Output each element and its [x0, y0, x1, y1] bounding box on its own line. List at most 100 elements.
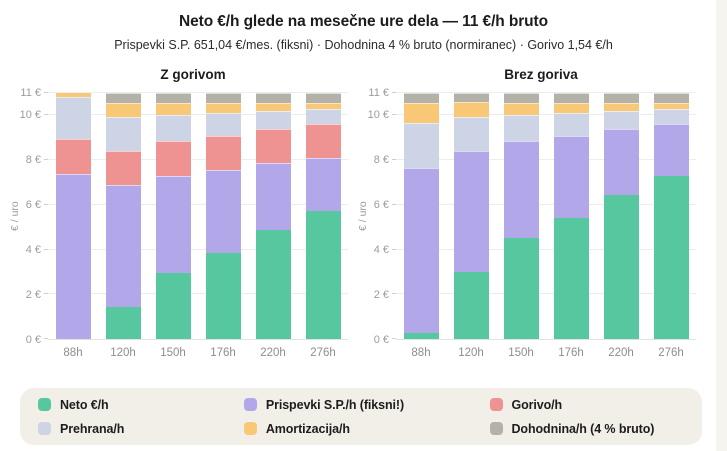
- gridline: [396, 159, 696, 161]
- legend-item-prispevki: Prispevki S.P./h (fiksni!): [243, 397, 490, 412]
- charts-row: Z gorivom € / uro 0 € 2 € 4 € 6 € 8 € 10 € 11 € 8…: [0, 67, 716, 359]
- bar-segment-amortizacija: [155, 102, 191, 115]
- bar-slot-220h: [596, 93, 646, 339]
- chart-title: Z gorivom: [160, 67, 226, 82]
- bar-segment-neto: [255, 229, 291, 339]
- bar-slot-220h: [248, 93, 298, 339]
- bar-segment-amortizacija: [55, 93, 91, 98]
- y-tick-label: 0 €: [25, 334, 41, 346]
- legend-item-prehrana: Prehrana/h: [38, 422, 244, 436]
- y-tick-mark: [392, 293, 396, 295]
- bar-slot-120h: [446, 93, 496, 339]
- legend-label: Prehrana/h: [60, 421, 125, 436]
- y-tick-mark: [392, 159, 396, 161]
- bar-segment-neto: [553, 218, 589, 339]
- bar-segment-neto: [305, 210, 341, 339]
- y-tick-mark: [44, 159, 48, 161]
- bar-segment-amortizacija: [603, 102, 639, 111]
- bar-segment-prehrana: [55, 97, 91, 140]
- bar-segment-gorivo: [105, 150, 141, 186]
- bar-segment-gorivo: [255, 129, 291, 164]
- gridline: [396, 203, 696, 205]
- x-tick-label: 120h: [458, 347, 484, 359]
- bar-segment-prehrana: [105, 117, 141, 151]
- y-tick-mark: [44, 293, 48, 295]
- bar-176h: [553, 93, 589, 339]
- y-tick-mark: [44, 203, 48, 205]
- x-tick-label: 120h: [110, 347, 136, 359]
- bar-segment-prispevki: [55, 173, 91, 339]
- legend-item-amortizacija: Amortizacija/h: [243, 422, 490, 436]
- bar-276h: [305, 93, 341, 339]
- bar-segment-prehrana: [653, 109, 689, 124]
- legend-swatch-dohodnina: [489, 422, 503, 435]
- y-tick-label: 8 €: [373, 154, 389, 167]
- bar-slot-150h: [148, 93, 198, 339]
- legend-label: Prispevki S.P./h (fiksni!): [265, 397, 405, 412]
- bar-segment-neto: [105, 306, 141, 339]
- y-tick-mark: [44, 248, 48, 250]
- legend-label: Dohodnina/h (4 % bruto): [511, 421, 655, 436]
- bar-segment-neto: [603, 195, 639, 339]
- bar-segment-neto: [205, 252, 241, 339]
- bar-segment-gorivo: [55, 139, 91, 174]
- bar-segment-neto: [653, 176, 689, 339]
- bar-segment-prispevki: [453, 150, 489, 272]
- plot-grid: [44, 92, 348, 340]
- bar-segment-prispevki: [205, 169, 241, 253]
- bar-220h: [255, 93, 291, 339]
- bar-176h: [205, 93, 241, 339]
- bar-150h: [155, 93, 191, 339]
- bar-segment-dohodnina: [503, 93, 539, 103]
- gridline: [396, 114, 696, 116]
- x-tick-label: 150h: [508, 347, 534, 359]
- legend-item-dohodnina: Dohodnina/h (4 % bruto): [489, 421, 702, 436]
- y-tick-mark: [392, 203, 396, 205]
- bar-segment-gorivo: [205, 135, 241, 170]
- bar-segment-neto: [403, 333, 439, 339]
- y-axis: € / uro 0 € 2 € 4 € 6 € 8 € 10 € 11 €: [8, 87, 48, 346]
- bar-segment-prispevki: [305, 158, 341, 211]
- y-tick-mark: [392, 114, 396, 116]
- x-tick-label: 88h: [411, 347, 431, 359]
- bar-segment-prehrana: [205, 112, 241, 136]
- y-tick-label: 10 €: [19, 109, 41, 122]
- y-tick-label: 6 €: [373, 199, 389, 212]
- bar-slot-176h: [198, 93, 248, 339]
- bars-layer: [396, 93, 696, 339]
- gridline: [48, 92, 348, 93]
- page-background-strip: [716, 0, 727, 451]
- x-tick-label: 220h: [608, 347, 634, 359]
- x-tick-label: 176h: [210, 347, 236, 359]
- bar-segment-dohodnina: [653, 93, 689, 103]
- gridline: [48, 293, 348, 295]
- bar-segment-prispevki: [155, 175, 191, 273]
- bar-segment-prehrana: [453, 116, 489, 151]
- bar-segment-amortizacija: [503, 102, 539, 115]
- bar-segment-amortizacija: [105, 102, 141, 118]
- bar-segment-dohodnina: [305, 93, 341, 103]
- legend-item-neto: Neto €/h: [38, 398, 244, 412]
- y-tick-label: 2 €: [25, 289, 41, 302]
- bar-segment-dohodnina: [453, 93, 489, 103]
- y-tick-label: 11 €: [20, 87, 41, 99]
- legend-swatch-prehrana: [38, 422, 51, 435]
- gridline: [48, 114, 348, 116]
- y-tick-mark: [44, 338, 48, 339]
- gridline: [396, 293, 696, 295]
- legend-item-gorivo: Gorivo/h: [489, 398, 702, 412]
- bar-segment-amortizacija: [403, 103, 439, 124]
- chart-panel-z-gorivom: Z gorivom € / uro 0 € 2 € 4 € 6 € 8 € 10 € 11 € 8…: [8, 67, 348, 359]
- bar-276h: [653, 93, 689, 339]
- bar-segment-prispevki: [105, 185, 141, 307]
- bar-slot-88h: [48, 93, 98, 339]
- bar-220h: [603, 93, 639, 339]
- gridline: [48, 159, 348, 161]
- bar-segment-prispevki: [503, 141, 539, 239]
- gridline: [396, 248, 696, 250]
- y-tick-mark: [392, 248, 396, 250]
- bar-120h: [453, 93, 489, 339]
- x-tick-label: 276h: [658, 347, 684, 359]
- bar-segment-amortizacija: [305, 102, 341, 110]
- bar-segment-prispevki: [653, 123, 689, 177]
